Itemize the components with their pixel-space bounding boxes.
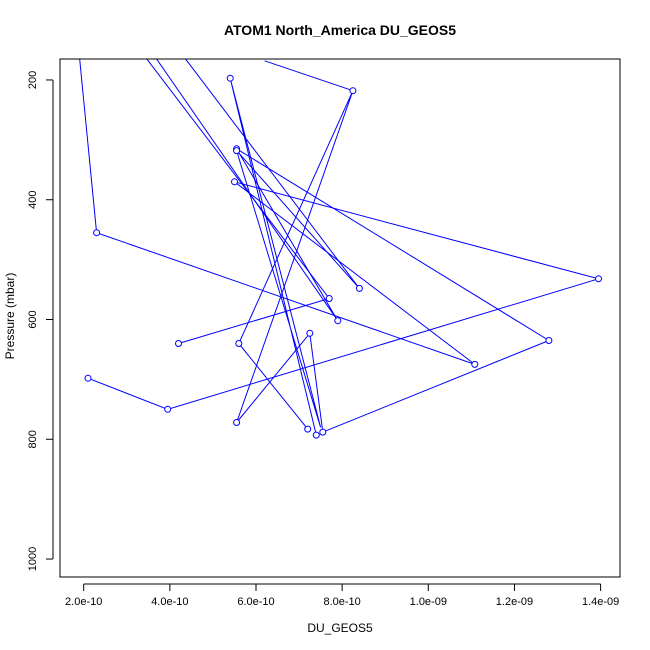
y-tick-label: 800 <box>27 430 39 448</box>
x-tick-label: 8.0e-10 <box>323 596 360 608</box>
data-point-11 <box>545 337 553 344</box>
data-point-1 <box>93 229 101 237</box>
data-point-3 <box>231 178 238 186</box>
data-point-4 <box>595 275 602 283</box>
x-tick-label: 2.0e-10 <box>65 596 102 608</box>
x-tick-label: 1.0e-09 <box>410 596 447 608</box>
series-line-5 <box>264 60 354 92</box>
plot-frame <box>59 58 621 578</box>
x-tick-label: 4.0e-10 <box>151 596 188 608</box>
y-axis: 200 400 600 800 1000 <box>27 71 54 571</box>
data-point-2 <box>471 360 479 368</box>
data-point-21 <box>312 431 320 439</box>
plot-markers <box>84 74 602 439</box>
x-tick-label: 1.4e-09 <box>582 596 619 608</box>
data-point-17 <box>304 425 312 433</box>
x-axis-label: DU_GEOS5 <box>307 621 373 635</box>
x-tick-label: 1.2e-09 <box>496 596 533 608</box>
data-point-5 <box>164 405 172 413</box>
y-axis-label: Pressure (mbar) <box>3 273 17 360</box>
y-tick-label: 200 <box>27 71 39 89</box>
data-point-18 <box>355 284 363 292</box>
data-point-6 <box>84 374 92 382</box>
data-point-20 <box>226 74 234 82</box>
y-tick-label: 400 <box>27 191 39 209</box>
data-point-13 <box>306 329 314 337</box>
series-line-4 <box>184 59 360 436</box>
y-tick-label: 600 <box>27 310 39 328</box>
data-point-7 <box>325 295 333 302</box>
data-point-16 <box>235 340 243 347</box>
chart-title: ATOM1 North_America DU_GEOS5 <box>224 22 456 38</box>
data-point-19 <box>233 147 241 155</box>
data-point-8 <box>175 340 182 347</box>
data-point-14 <box>233 419 241 426</box>
data-point-12 <box>319 428 327 436</box>
data-point-15 <box>349 87 357 95</box>
x-axis: 2.0e-10 4.0e-10 6.0e-10 8.0e-10 1.0e-09 1.2e-… <box>65 583 619 608</box>
x-tick-label: 6.0e-10 <box>237 596 274 608</box>
data-point-9 <box>334 317 342 325</box>
y-tick-label: 1000 <box>27 547 39 571</box>
